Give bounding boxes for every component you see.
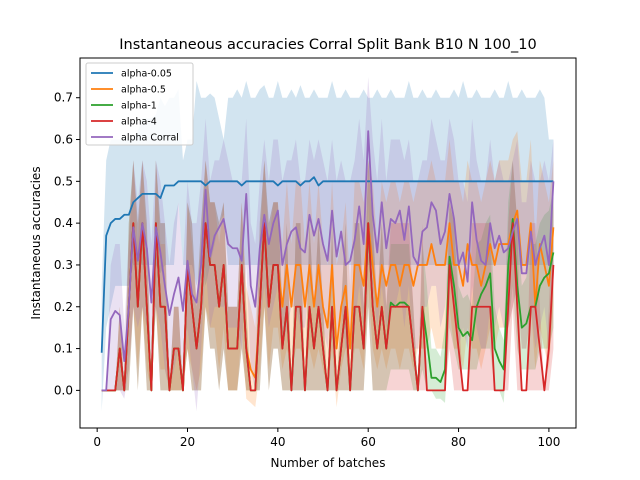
legend-label-alpha-1: alpha-1 (121, 101, 157, 112)
chart-title: Instantaneous accuracies Corral Split Ba… (119, 37, 536, 53)
y-axis-label: Instantaneous accuracies (29, 166, 43, 319)
y-tick-label: 0.0 (54, 383, 73, 397)
x-tick-label: 40 (270, 435, 285, 449)
y-tick-label: 0.4 (54, 216, 73, 230)
series-line-alpha-4 (101, 222, 555, 392)
x-tick-label: 20 (180, 435, 195, 449)
y-tick-label: 0.7 (54, 91, 73, 105)
y-tick-label: 0.3 (54, 258, 73, 272)
x-tick-label: 100 (537, 435, 560, 449)
band-alpha-1 (101, 160, 554, 403)
series-line-alpha-0-05 (100, 176, 554, 353)
x-tick-label: 0 (93, 435, 101, 449)
legend: alpha-0.05 alpha-0.5 alpha-1 alpha-4 alpha C… (85, 62, 194, 146)
y-tick-label: 0.6 (54, 133, 73, 147)
y-tick-label: 0.2 (54, 300, 73, 314)
x-tick-label: 80 (451, 435, 466, 449)
y-tick-label: 0.5 (54, 174, 73, 188)
x-axis-label: Number of batches (271, 456, 386, 470)
y-axis-ticks: 0.0 0.1 0.2 0.3 0.4 0.5 0.6 0.7 (54, 91, 80, 397)
x-tick-label: 60 (361, 435, 376, 449)
band-alpha-corral (101, 76, 554, 412)
legend-label-alpha-corral: alpha Corral (121, 133, 179, 144)
band-alpha-0-05 (101, 80, 554, 412)
band-alpha-0-5 (101, 131, 554, 408)
plot-area-frame (79, 57, 577, 429)
y-tick-label: 0.1 (54, 342, 73, 356)
legend-label-alpha-4: alpha-4 (121, 117, 157, 128)
confidence-bands (101, 76, 554, 412)
legend-box (85, 62, 194, 146)
series-line-alpha-corral (101, 130, 555, 392)
x-axis-ticks: 0 20 40 60 80 100 (93, 428, 560, 449)
band-alpha-4 (101, 160, 554, 391)
legend-label-alpha-0-5: alpha-0.5 (121, 85, 166, 96)
series-lines (100, 130, 555, 392)
legend-label-alpha-0-05: alpha-0.05 (121, 69, 172, 80)
